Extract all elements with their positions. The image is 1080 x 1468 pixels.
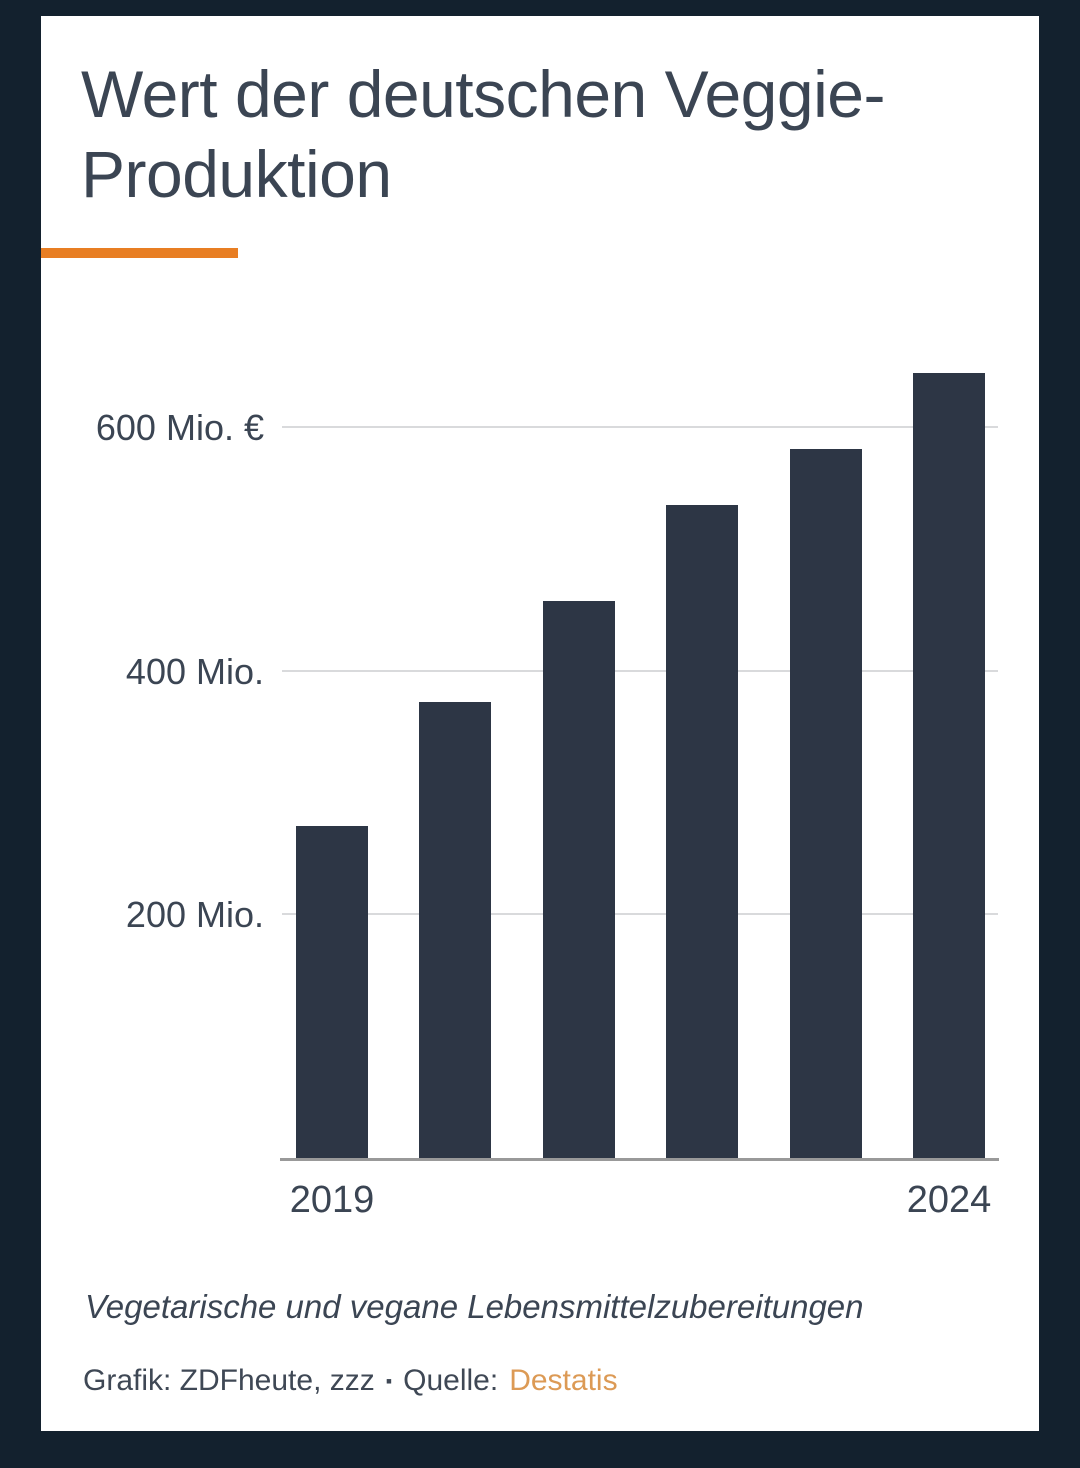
bar-2022 — [666, 504, 739, 1159]
x-axis-line — [280, 1158, 999, 1161]
y-axis-label-400: 400 Mio. — [125, 650, 264, 692]
chart-card: Wert der deutschen Veggie-Produktion 200… — [41, 16, 1039, 1431]
separator-dot-icon: ▪ — [385, 1371, 393, 1391]
bar-2024 — [913, 373, 985, 1159]
gridline-200 — [282, 913, 998, 916]
bar-2023 — [789, 448, 862, 1159]
title-accent-bar — [41, 248, 238, 258]
bar-2019 — [296, 826, 368, 1159]
gridline-600 — [282, 425, 998, 428]
x-axis-label-last: 2024 — [906, 1179, 992, 1221]
source-label: Quelle: — [403, 1364, 499, 1397]
source-link-destatis[interactable]: Destatis — [509, 1364, 618, 1397]
chart-subtitle: Vegetarische und vegane Lebensmittelzube… — [85, 1288, 864, 1325]
credit-text: Grafik: ZDFheute, zzz — [83, 1364, 375, 1397]
page-title: Wert der deutschen Veggie-Produktion — [81, 57, 885, 211]
y-axis-label-200: 200 Mio. — [125, 894, 264, 936]
credit-line: Grafik: ZDFheute, zzz ▪ Quelle: Destatis — [83, 1362, 618, 1400]
x-axis-label-first: 2019 — [289, 1179, 375, 1221]
plot-area: 200 Mio. 400 Mio. 600 Mio. € — [41, 359, 1039, 1161]
bar-2021 — [542, 600, 615, 1159]
bar-2020 — [419, 702, 492, 1159]
gridline-400 — [282, 669, 998, 672]
y-axis-label-600: 600 Mio. € — [95, 406, 264, 448]
